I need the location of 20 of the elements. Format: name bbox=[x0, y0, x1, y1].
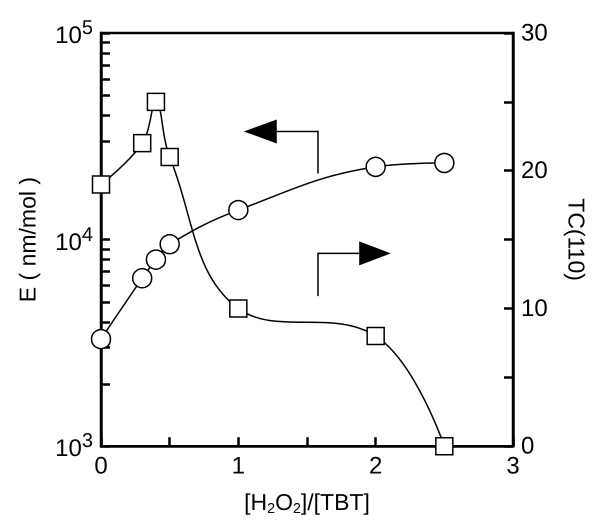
y2-axis-title: TC(110) bbox=[564, 198, 590, 281]
point bbox=[90, 328, 112, 350]
y-tick-label: 10$^{5}$ bbox=[55, 17, 93, 49]
point bbox=[228, 200, 249, 220]
point bbox=[159, 234, 180, 254]
point bbox=[365, 156, 386, 178]
x-tick-label: 1 bbox=[232, 452, 246, 480]
x-tick-label: 3 bbox=[506, 452, 520, 480]
y2-tick-label: 0 bbox=[521, 432, 534, 460]
point bbox=[434, 152, 455, 174]
y2-tick-label: 30 bbox=[521, 20, 548, 46]
y-tick-label: 10$^{4}$ bbox=[55, 224, 93, 256]
y-tick-label: 10$^{3}$ bbox=[55, 430, 93, 462]
y2-tick-label: 20 bbox=[521, 157, 548, 184]
point bbox=[146, 249, 166, 270]
x-tick-label: 0 bbox=[94, 452, 108, 480]
x-tick-label: 2 bbox=[368, 452, 382, 480]
y-axis-title: E ( nm/mol ) bbox=[14, 176, 40, 302]
point bbox=[132, 268, 152, 288]
y2-tick-label: 10 bbox=[521, 294, 548, 322]
